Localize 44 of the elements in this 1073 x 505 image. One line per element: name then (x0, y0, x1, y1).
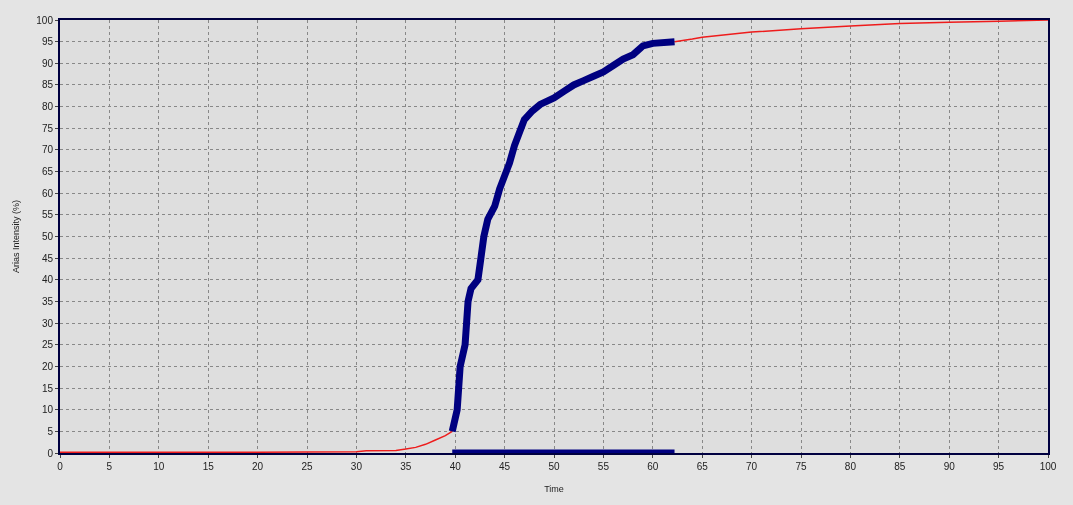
y-tick-label: 50 (41, 231, 54, 242)
x-tick-label: 0 (57, 461, 64, 472)
x-tick-label: 30 (350, 461, 363, 472)
y-tick-label: 10 (41, 404, 54, 416)
y-axis-title: Arias Intensity (%) (11, 199, 22, 274)
x-tick-label: 65 (696, 461, 709, 472)
y-tick-label: 90 (41, 57, 54, 69)
x-tick-label: 80 (844, 461, 857, 472)
x-tick-label: 100 (1039, 461, 1057, 472)
x-tick-label: 35 (400, 461, 412, 472)
x-tick-label: 45 (499, 461, 511, 472)
x-tick-label: 15 (202, 461, 215, 472)
y-tick-label: 20 (41, 360, 54, 372)
y-tick-label: 15 (41, 382, 54, 394)
x-axis-title: Time (544, 484, 564, 495)
y-tick-label: 25 (41, 339, 54, 351)
x-tick-label: 50 (548, 461, 560, 472)
x-tick-label: 20 (252, 461, 264, 472)
x-tick-label: 60 (647, 461, 659, 472)
y-tick-label: 95 (41, 36, 54, 48)
y-tick-label: 40 (41, 274, 54, 286)
x-tick-label: 70 (746, 461, 758, 472)
y-tick-label: 100 (36, 14, 54, 26)
y-tick-label: 55 (41, 209, 54, 221)
x-tick-label: 40 (449, 461, 462, 472)
y-tick-label: 45 (41, 252, 54, 264)
y-tick-label: 60 (41, 187, 54, 199)
y-tick-label: 80 (41, 101, 54, 113)
x-tick-label: 55 (597, 461, 610, 472)
x-tick-label: 25 (301, 461, 313, 472)
x-tick-label: 95 (993, 461, 1005, 472)
x-tick-label: 90 (943, 461, 956, 472)
x-tick-label: 10 (153, 461, 165, 472)
y-tick-label: 35 (41, 295, 54, 307)
y-tick-label: 30 (41, 317, 54, 329)
y-tick-label: 70 (41, 144, 54, 156)
y-tick-label: 75 (41, 122, 54, 134)
x-tick-label: 75 (795, 461, 807, 472)
y-tick-label: 85 (41, 79, 54, 91)
y-tick-label: 5 (47, 425, 54, 437)
x-tick-label: 85 (894, 461, 906, 472)
x-tick-label: 5 (106, 461, 113, 472)
y-tick-label: 0 (47, 447, 54, 459)
y-tick-label: 65 (41, 166, 54, 178)
